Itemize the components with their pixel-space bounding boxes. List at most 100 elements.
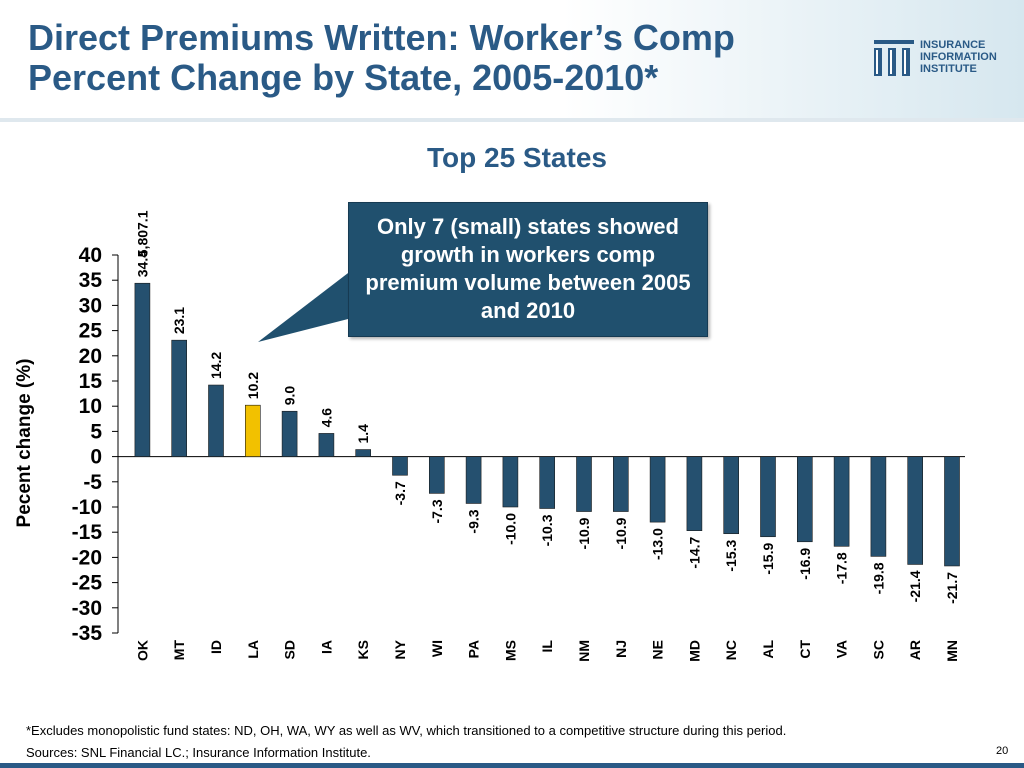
value-labels: 34.4 23.1 14.2 10.2 9.0 4.6 1.4 -3.7 -7.3 -9.3 -10… [134, 210, 960, 604]
category-label-NE: NE [650, 640, 666, 659]
category-label-SD: SD [282, 640, 298, 659]
iii-logo-icon [874, 40, 914, 76]
category-label-ID: ID [208, 640, 224, 654]
bar-IA [318, 433, 335, 457]
value-label-ID: 14.2 [208, 352, 224, 379]
overflow-label: 5,807.1 [134, 210, 150, 257]
bar-SC [870, 456, 887, 557]
category-label-NY: NY [392, 639, 408, 659]
category-label-PA: PA [466, 640, 482, 658]
value-label-MT: 23.1 [171, 307, 187, 334]
y-tick-label: 35 [79, 269, 103, 292]
category-label-VA: VA [834, 640, 850, 658]
sources: Sources: SNL Financial LC.; Insurance In… [26, 745, 371, 760]
y-tick-label: -30 [72, 597, 102, 620]
chart-title: Top 25 States [427, 142, 607, 173]
y-tick-label: -25 [72, 572, 103, 595]
logo-line-2: INFORMATION [920, 51, 997, 63]
category-label-AL: AL [760, 640, 776, 659]
category-label-MD: MD [686, 640, 702, 662]
bar-IL [539, 456, 556, 509]
callout-pointer [258, 270, 352, 342]
bar-KS [355, 449, 372, 457]
bar-MT [171, 339, 187, 457]
bottom-bar [0, 763, 1024, 768]
bar-AL [760, 456, 776, 538]
category-label-KS: KS [355, 640, 371, 659]
bar-VA [833, 456, 850, 547]
value-label-CT: -16.9 [797, 548, 813, 580]
value-label-NE: -13.0 [650, 528, 666, 560]
category-label-IA: IA [318, 640, 334, 654]
value-label-IL: -10.3 [539, 514, 555, 546]
category-label-CT: CT [797, 640, 813, 659]
value-label-AL: -15.9 [760, 543, 776, 575]
value-label-AR: -21.4 [907, 570, 923, 602]
value-label-WI: -7.3 [429, 499, 445, 523]
category-label-IL: IL [539, 640, 555, 653]
category-label-AR: AR [907, 640, 923, 660]
category-labels: OK MT ID LA SD IA KS NY WI PA MS IL NM NJ NE MD NC AL CT VA… [134, 639, 960, 661]
title-line-2: Percent Change by State, 2005-2010* [28, 57, 659, 98]
bar-LA [245, 404, 261, 457]
value-label-MS: -10.0 [502, 513, 518, 545]
logo-line-1: INSURANCE [920, 39, 986, 51]
category-label-NJ: NJ [613, 640, 629, 658]
value-label-VA: -17.8 [834, 552, 850, 584]
bar-NY [392, 456, 408, 476]
bar-NM [576, 456, 592, 512]
y-axis-label: Pecent change (%) [14, 359, 35, 528]
category-label-MS: MS [502, 640, 518, 661]
y-tick-label: 20 [79, 345, 102, 368]
y-tick-label: -10 [72, 496, 102, 519]
value-label-NC: -15.3 [723, 540, 739, 572]
value-label-MN: -21.7 [944, 572, 960, 604]
value-label-NY: -3.7 [392, 481, 408, 505]
bar-WI [428, 456, 445, 494]
value-label-OK: 34.4 [134, 250, 150, 277]
category-label-WI: WI [429, 640, 445, 657]
bar-PA [465, 456, 482, 504]
y-tick-label: 40 [79, 244, 102, 267]
category-label-NC: NC [723, 640, 739, 660]
y-tick-label: -20 [72, 546, 102, 569]
y-tick-label: -35 [72, 622, 103, 645]
y-tick-label: 15 [79, 370, 103, 393]
bar-NE [649, 456, 666, 523]
value-label-PA: -9.3 [466, 509, 482, 533]
logo-text: INSURANCE INFORMATION INSTITUTE [920, 39, 997, 75]
y-tick-label: 0 [90, 446, 102, 469]
bar-NJ [612, 456, 629, 512]
category-label-LA: LA [245, 640, 261, 659]
bar-AR [907, 456, 924, 565]
value-label-LA: 10.2 [245, 372, 261, 399]
bar-MD [686, 456, 703, 531]
bars [134, 282, 960, 567]
y-tick-label: 10 [79, 395, 102, 418]
category-label-OK: OK [134, 640, 150, 661]
bar-MN [944, 456, 960, 567]
y-tick-label: 5 [90, 420, 102, 443]
category-label-MT: MT [171, 640, 187, 661]
header-band [0, 0, 1024, 118]
y-tick-label: -15 [72, 521, 103, 544]
logo-line-3: INSTITUTE [920, 63, 977, 75]
bar-ID [208, 384, 224, 457]
value-label-MD: -14.7 [686, 536, 702, 568]
category-label-NM: NM [576, 640, 592, 662]
value-label-NM: -10.9 [576, 517, 592, 549]
y-tick-label: 30 [79, 294, 102, 317]
value-label-IA: 4.6 [318, 408, 334, 428]
iii-logo: INSURANCE INFORMATION INSTITUTE [872, 38, 1012, 82]
page-number: 20 [996, 745, 1009, 757]
bar-MS [502, 456, 519, 508]
bar-SD [281, 410, 298, 457]
value-label-SD: 9.0 [282, 386, 298, 406]
y-tick-label: 25 [79, 320, 103, 343]
bar-CT [796, 456, 813, 543]
category-label-SC: SC [870, 640, 886, 659]
page-title: Direct Premiums Written: Worker’s Comp P… [28, 18, 868, 98]
footnote: *Excludes monopolistic fund states: ND, … [26, 723, 787, 738]
